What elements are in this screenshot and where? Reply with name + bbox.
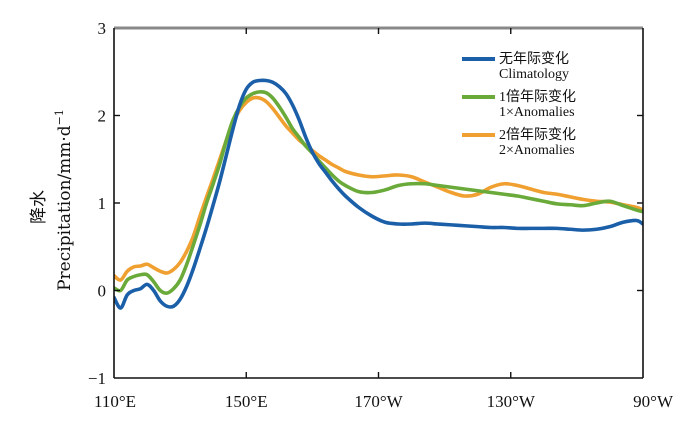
legend-label-3: 2倍年际变化: [499, 127, 576, 143]
axes: 3 2 1 0 −1 110°E 150°E 170°W 130°W 90°W: [88, 19, 674, 411]
y-tick-label: 1: [98, 194, 107, 213]
y-axis-title-unit: Precipitation/mm·d: [55, 125, 75, 291]
y-tick-label: 3: [98, 19, 107, 38]
plot-area: [114, 78, 643, 310]
y-axis-title-exponent: −1: [53, 109, 66, 125]
y-tick-label: 2: [98, 107, 107, 126]
legend-sublabel-2: 1×Anomalies: [499, 105, 575, 120]
series-line-3: [114, 95, 643, 282]
x-tick-label: 130°W: [487, 392, 536, 411]
legend-sublabel-3: 2×Anomalies: [499, 143, 575, 158]
x-tick-label: 90°W: [633, 392, 674, 411]
y-axis-title-cn: 降水: [29, 190, 49, 224]
legend-sublabel-1: Climatology: [499, 67, 569, 82]
y-tick-label: −1: [88, 369, 106, 388]
x-tick-label: 150°E: [225, 392, 268, 411]
legend-label-2: 1倍年际变化: [499, 89, 576, 105]
series-line-1: [114, 78, 643, 310]
y-tick-label: 0: [98, 282, 107, 301]
legend-label-1: 无年际变化: [499, 51, 569, 67]
x-tick-label: 170°W: [354, 392, 403, 411]
series-line-2: [114, 90, 643, 295]
x-tick-label: 110°E: [94, 392, 136, 411]
y-axis-title: 降水 Precipitation/mm·d−1: [29, 109, 75, 291]
y-axis-title-en: Precipitation/mm·d−1: [53, 109, 75, 291]
